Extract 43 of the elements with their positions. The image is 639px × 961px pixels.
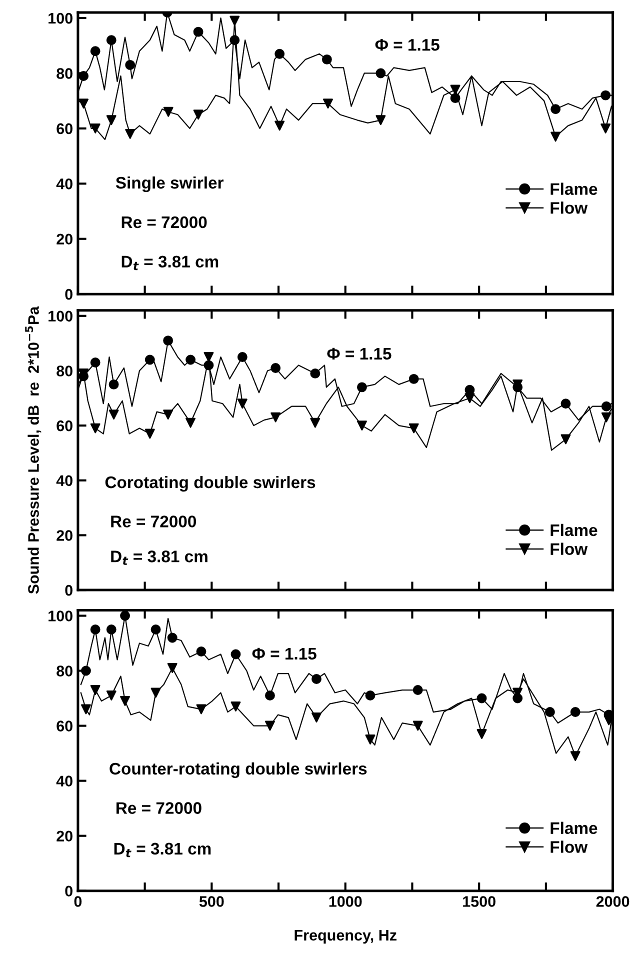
y-tick-label: 0	[65, 288, 72, 300]
y-tick-label: 0	[65, 886, 72, 897]
y-tick-label: 80	[56, 366, 72, 376]
y-tick-label: 0	[65, 584, 72, 596]
y-tick-label: 60	[56, 720, 72, 732]
annotation: Re = 72000	[111, 516, 196, 528]
annotation: Corotating double swirlers	[105, 476, 316, 492]
y-tick-label: 100	[48, 610, 72, 622]
annotation: Φ = 1.15	[375, 39, 440, 51]
x-tick-label: 1000	[329, 896, 362, 907]
annotation: Φ = 1.15	[252, 648, 316, 660]
y-tick-label: 60	[56, 123, 72, 134]
y-axis-title: Sound Pressure Level, dB re 2*10$^{−5}$Pa	[25, 306, 42, 594]
y-tick-label: 60	[56, 420, 72, 432]
y-tick-label: 20	[56, 830, 72, 842]
legend-label: Flame	[550, 822, 598, 834]
x-tick-label: 0	[74, 896, 82, 907]
y-tick-label: 80	[56, 68, 72, 79]
legend-label: Flow	[550, 840, 588, 853]
legend-label: Flow	[550, 202, 588, 214]
y-tick-label: 20	[56, 530, 72, 541]
legend-label: Flame	[550, 182, 598, 195]
annotation: D$_{t}$ = 3.81 cm	[114, 842, 211, 858]
annotation: Re = 72000	[116, 802, 202, 814]
y-tick-label: 40	[56, 776, 72, 786]
y-tick-label: 20	[56, 234, 72, 245]
annotation: Single swirler	[116, 176, 224, 192]
annotation: Φ = 1.15	[327, 348, 392, 360]
y-tick-label: 100	[48, 12, 72, 24]
annotation: D$_{t}$ = 3.81 cm	[122, 256, 218, 270]
y-tick-label: 40	[56, 178, 72, 190]
y-tick-label: 100	[48, 310, 72, 322]
legend-label: Flame	[550, 524, 598, 536]
x-axis-title: Frequency, Hz	[294, 930, 396, 944]
x-tick-label: 500	[199, 896, 224, 907]
legend-label: Flow	[550, 542, 588, 555]
x-tick-label: 2000	[596, 896, 630, 907]
x-tick-label: 1500	[463, 896, 496, 907]
y-tick-label: 40	[56, 475, 72, 486]
annotation: D$_{t}$ = 3.81 cm	[111, 550, 208, 565]
annotation: Counter-rotating double swirlers	[110, 762, 367, 778]
annotation: Re = 72000	[122, 216, 207, 228]
y-tick-label: 80	[56, 666, 72, 676]
